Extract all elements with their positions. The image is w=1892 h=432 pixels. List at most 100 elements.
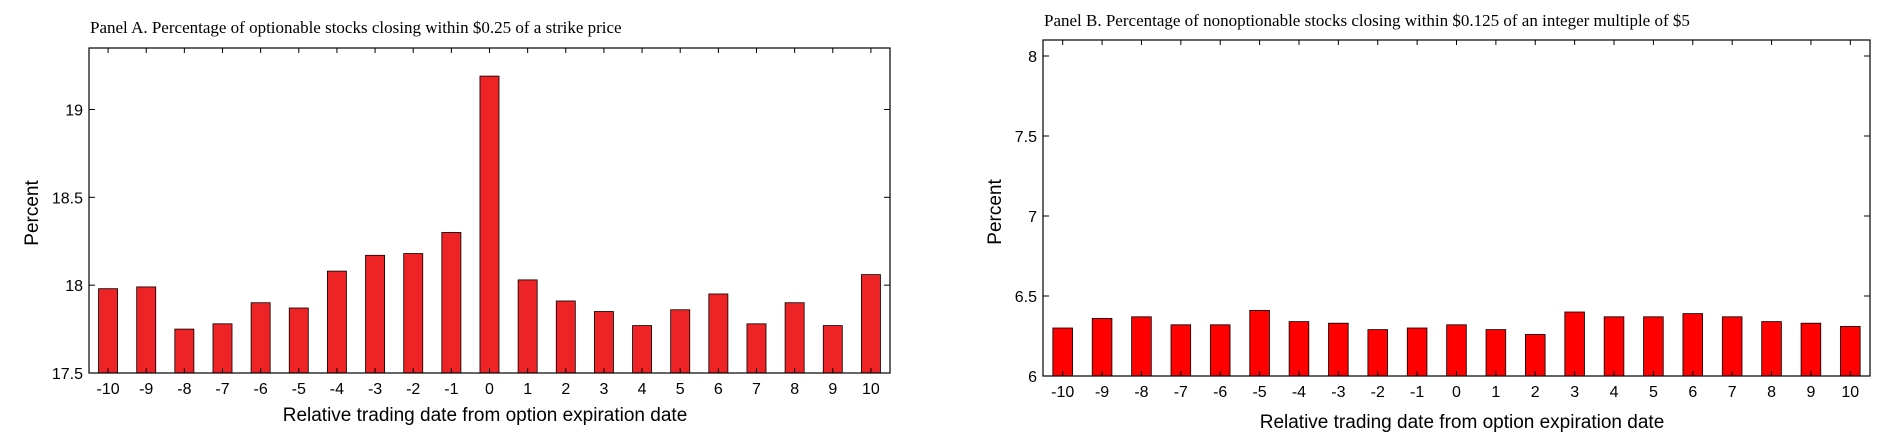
panel-b-bar: [1367, 329, 1388, 377]
panel-b-x-tick-label: 5: [1649, 384, 1658, 401]
panel-b-bar: [1131, 316, 1152, 377]
panel-b-bar: [1525, 333, 1546, 377]
panel-a-x-tick-label: -6: [254, 381, 268, 398]
panel-b-y-tick-label: 7.5: [1015, 129, 1037, 146]
panel-a-x-tick-label: 2: [561, 381, 570, 398]
panel-b-bar: [1446, 324, 1467, 377]
panel-a-y-tick-label: 18: [65, 278, 83, 295]
panel-a-x-tick-label: 7: [752, 381, 761, 398]
panel-b-bar: [1288, 321, 1310, 377]
panel-a-x-tick-label: 9: [828, 381, 837, 398]
panel-a-x-tick-label: -7: [215, 381, 229, 398]
panel-a-x-tick-label: 0: [485, 381, 494, 398]
panel-a-title: Panel A. Percentage of optionable stocks…: [90, 18, 622, 37]
panel-b-x-tick-label: 8: [1767, 384, 1776, 401]
panel-b-x-tick-label: -3: [1331, 384, 1345, 401]
panel-b-bar: [1209, 324, 1231, 377]
panel-a-x-axis-label: Relative trading date from option expira…: [283, 405, 688, 426]
panel-a-bar: [441, 232, 462, 374]
panel-b-y-tick-label: 7: [1028, 209, 1037, 226]
panel-a-x-tick-label: -3: [368, 381, 382, 398]
panel-a-x-tick-label: 10: [862, 381, 880, 398]
panel-b-x-ticks: -10 -9 -8 -7 -6 -5 -4 -3 -2 -1 0 1 2 3 4 5 6 7 8 9 10: [1051, 40, 1859, 401]
panel-b-bar: [1249, 309, 1270, 377]
panel-b-chart: Panel B. Percentage of nonoptionable sto…: [985, 11, 1871, 432]
panel-b-x-tick-label: -9: [1095, 384, 1109, 401]
panel-a-y-axis-label: Percent: [22, 180, 43, 246]
panel-a-x-tick-label: 8: [790, 381, 799, 398]
panel-a-bars: [98, 75, 881, 374]
panel-a-bar: [784, 302, 805, 374]
panel-a-x-tick-label: 6: [714, 381, 723, 398]
panel-b-x-tick-label: 1: [1491, 384, 1500, 401]
panel-b-x-tick-label: 4: [1610, 384, 1619, 401]
panel-b-x-tick-label: -8: [1134, 384, 1148, 401]
panel-b-x-tick-label: -10: [1051, 384, 1074, 401]
panel-a-x-tick-label: 3: [599, 381, 608, 398]
panel-b-y-axis-label: Percent: [985, 179, 1006, 245]
panel-b-bar: [1564, 311, 1585, 377]
panel-a-bar: [365, 254, 386, 374]
panel-a-x-tick-label: -8: [177, 381, 191, 398]
panel-a-bar: [860, 274, 881, 374]
panel-b-y-tick-label: 6.5: [1015, 289, 1037, 306]
panel-b-x-axis-label: Relative trading date from option expira…: [1260, 412, 1665, 432]
panel-b-x-tick-label: -1: [1410, 384, 1424, 401]
panel-a-bar: [593, 311, 614, 374]
panel-b-bar: [1485, 329, 1507, 377]
panel-b-bar: [1328, 322, 1349, 377]
panel-b-x-tick-label: -5: [1252, 384, 1266, 401]
panel-b-x-tick-label: 9: [1806, 384, 1815, 401]
panel-b-x-tick-label: 7: [1728, 384, 1737, 401]
panel-b-x-tick-label: -6: [1213, 384, 1227, 401]
panel-a-y-tick-label: 18.5: [52, 190, 83, 207]
panel-b-x-tick-label: 10: [1841, 384, 1859, 401]
panel-a-bar: [98, 288, 119, 374]
panel-b-x-tick-label: 0: [1452, 384, 1461, 401]
panel-b-bar: [1170, 324, 1192, 377]
panel-a-bar: [822, 325, 843, 374]
panel-a-y-tick-label: 17.5: [52, 366, 83, 383]
panel-b-title: Panel B. Percentage of nonoptionable sto…: [1044, 11, 1690, 30]
panel-b-x-tick-label: -2: [1371, 384, 1385, 401]
panel-b-plot-frame: [1042, 39, 1871, 377]
panel-a-bar: [632, 325, 653, 374]
panel-a-x-tick-label: -9: [139, 381, 153, 398]
panel-a-x-tick-label: 5: [676, 381, 685, 398]
panel-a-bar: [288, 307, 309, 374]
panel-a-y-ticks: 17.5 18 18.5 19: [52, 102, 890, 383]
panel-b-bar: [1091, 317, 1113, 377]
panel-a-x-tick-label: 1: [523, 381, 532, 398]
panel-a-x-tick-label: -10: [97, 381, 120, 398]
panel-b-y-tick-label: 8: [1028, 49, 1037, 66]
panel-b-bar: [1761, 321, 1782, 377]
panel-b-bar: [1406, 327, 1428, 377]
panel-b-bar: [1800, 322, 1822, 377]
panel-a-bar: [670, 309, 691, 374]
panel-a-bar: [517, 279, 538, 374]
panel-b-bar: [1603, 316, 1625, 377]
panel-a-x-tick-label: -5: [292, 381, 306, 398]
panel-a-x-tick-label: -4: [330, 381, 344, 398]
panel-a-plot-frame: [88, 47, 891, 374]
panel-a-x-ticks: -10 -9 -8 -7 -6 -5 -4 -3 -2 -1 0 1 2 3 4 5 6 7 8 9 10: [97, 48, 880, 398]
panel-b-x-tick-label: 3: [1570, 384, 1579, 401]
panel-a-bar: [403, 253, 424, 374]
panel-a-x-tick-label: -1: [444, 381, 458, 398]
panel-a-bar: [136, 286, 157, 374]
panel-a-bar: [250, 302, 271, 374]
panel-b-x-tick-label: -7: [1174, 384, 1188, 401]
panel-a-y-tick-label: 19: [65, 102, 83, 119]
panel-b-x-tick-label: -4: [1292, 384, 1306, 401]
panel-a-bar: [555, 300, 576, 374]
panel-b-bar: [1721, 316, 1743, 377]
panel-b-bar: [1682, 313, 1704, 377]
panel-a-bar: [708, 293, 729, 374]
panel-b-bar: [1840, 325, 1861, 377]
panel-a-bar: [212, 323, 233, 374]
panel-b-x-tick-label: 6: [1688, 384, 1697, 401]
panel-b-bars: [1052, 309, 1861, 377]
panel-a-bar: [479, 75, 500, 374]
panel-a-bar: [326, 270, 347, 374]
